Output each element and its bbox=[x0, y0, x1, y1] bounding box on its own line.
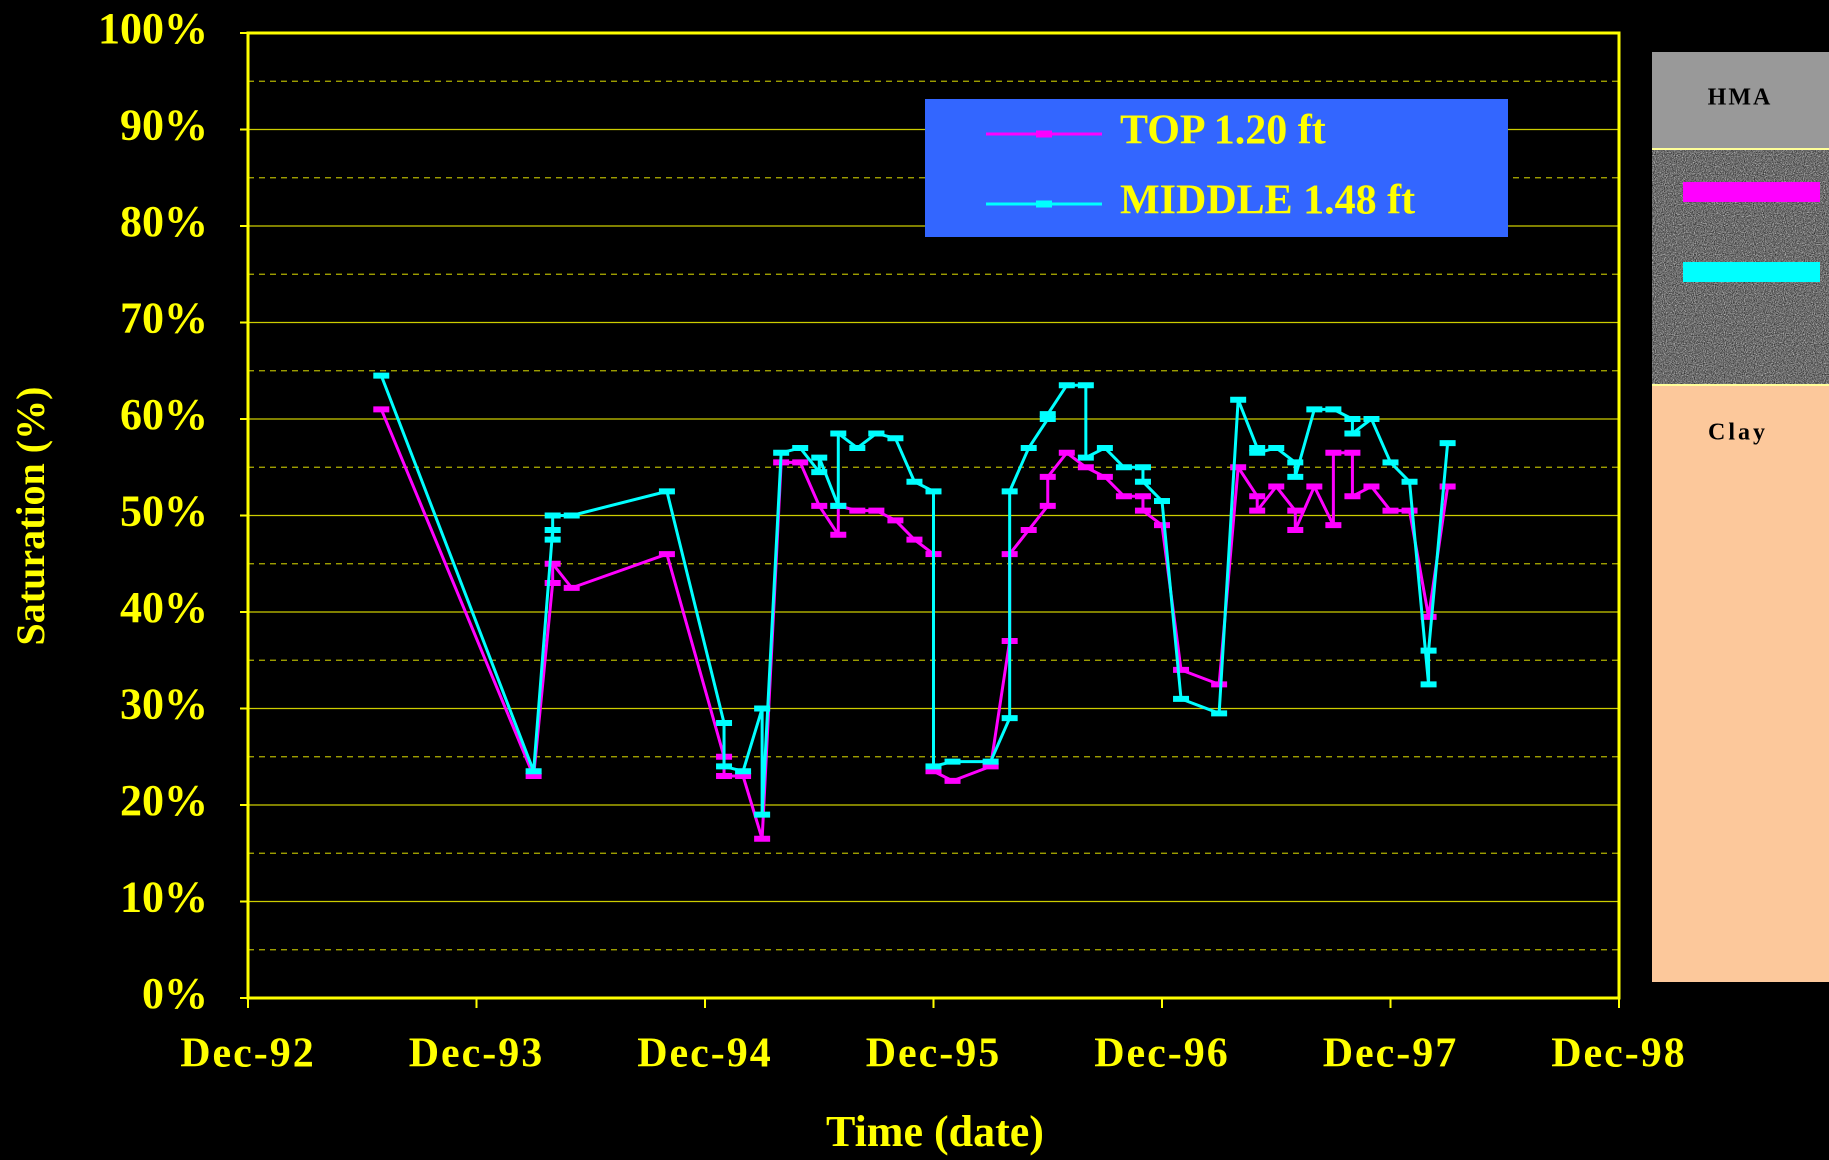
x-tick-label: Dec-94 bbox=[637, 1031, 773, 1077]
hma-label: HMA bbox=[1708, 85, 1773, 111]
y-tick-label: 20% bbox=[120, 776, 208, 825]
x-tick-label: Dec-98 bbox=[1551, 1031, 1687, 1077]
x-tick-label: Dec-96 bbox=[1094, 1031, 1230, 1077]
x-axis-title: Time (date) bbox=[826, 1107, 1044, 1156]
legend-label: MIDDLE 1.48 ft bbox=[1120, 178, 1415, 224]
y-tick-label: 10% bbox=[120, 873, 208, 922]
x-tick-label: Dec-93 bbox=[409, 1031, 545, 1077]
middle-sensor bbox=[1683, 262, 1820, 282]
page: Saturation (%) Time (date) TOP 1.20 ft MI… bbox=[0, 0, 1829, 1160]
x-tick-label: Dec-97 bbox=[1323, 1031, 1459, 1077]
layer-diagram: HMA Clay bbox=[1652, 52, 1829, 982]
legend: TOP 1.20 ft MIDDLE 1.48 ft bbox=[925, 99, 1508, 237]
top-sensor bbox=[1683, 182, 1820, 202]
x-tick-label: Dec-92 bbox=[180, 1031, 316, 1077]
y-tick-label: 100% bbox=[98, 4, 208, 53]
y-tick-label: 80% bbox=[120, 197, 208, 246]
y-tick-label: 30% bbox=[120, 680, 208, 729]
chart: Saturation (%) Time (date) TOP 1.20 ft MI… bbox=[0, 0, 1829, 1160]
y-tick-label: 70% bbox=[120, 294, 208, 343]
y-tick-label: 0% bbox=[142, 969, 208, 1018]
x-tick-label: Dec-95 bbox=[866, 1031, 1002, 1077]
y-tick-label: 40% bbox=[120, 583, 208, 632]
y-tick-label: 90% bbox=[120, 101, 208, 150]
legend-label: TOP 1.20 ft bbox=[1120, 108, 1326, 154]
background bbox=[0, 0, 1829, 1160]
clay-label: Clay bbox=[1708, 420, 1768, 446]
clay-layer bbox=[1652, 385, 1829, 982]
y-axis-title: Saturation (%) bbox=[8, 387, 53, 646]
y-tick-label: 50% bbox=[120, 487, 208, 536]
y-tick-label: 60% bbox=[120, 390, 208, 439]
